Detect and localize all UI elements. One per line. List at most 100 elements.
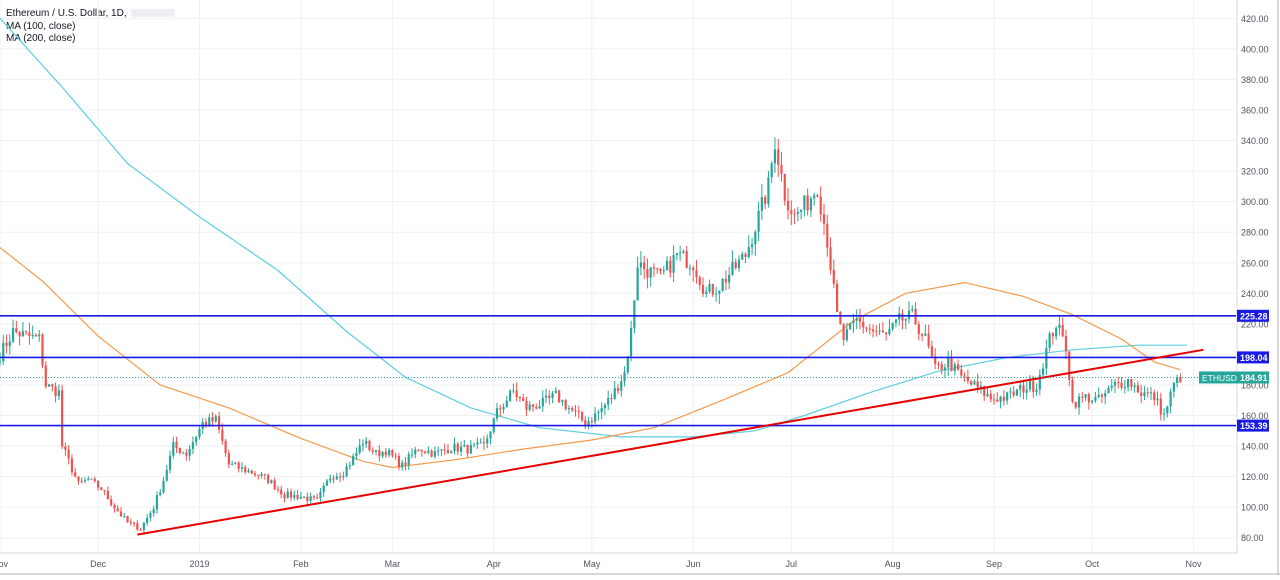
chart-legend: Ethereum / U.S. Dollar, 1D, MA (100, clo…	[6, 8, 175, 46]
candle-body	[482, 442, 486, 444]
ma100-line	[0, 247, 1181, 469]
candle-body	[11, 328, 15, 342]
candle-body	[983, 386, 986, 397]
candle-body	[90, 478, 93, 480]
candle-body	[1068, 351, 1071, 380]
candle-body	[18, 332, 21, 337]
candle-body	[777, 149, 780, 165]
candle-body	[2, 342, 5, 362]
candle-body	[649, 267, 652, 278]
y-tick-label: 400.00	[1241, 44, 1269, 54]
candle-body	[440, 449, 443, 451]
candle-body	[636, 267, 639, 301]
candle-body	[1061, 324, 1064, 337]
candle-body	[443, 449, 446, 451]
candle-body	[1048, 333, 1051, 348]
candle-body	[701, 285, 705, 294]
candle-body	[224, 440, 227, 454]
last-price-label: 184.91	[1240, 373, 1268, 383]
candle-body	[518, 397, 522, 399]
y-tick-label: 160.00	[1241, 411, 1269, 421]
candle-body	[80, 480, 83, 482]
candle-body	[437, 450, 440, 452]
level-price-label: 225.28	[1240, 311, 1268, 321]
candle-body	[652, 267, 656, 269]
candle-body	[767, 177, 770, 204]
y-tick-label: 240.00	[1241, 289, 1269, 299]
candle-body	[580, 412, 584, 421]
candle-body	[750, 244, 754, 248]
candle-body	[358, 445, 361, 453]
candle-body	[600, 407, 603, 413]
candle-body	[136, 523, 139, 530]
candle-body	[780, 164, 783, 174]
candle-body	[270, 480, 273, 483]
candle-body	[1169, 391, 1172, 407]
legend-ma200: MA (200, close)	[6, 33, 76, 44]
candle-body	[943, 367, 947, 370]
candle-body	[165, 469, 168, 481]
candle-body	[1081, 396, 1084, 398]
candle-body	[809, 198, 813, 211]
candle-body	[247, 470, 250, 473]
candle-body	[764, 197, 767, 204]
grid	[0, 0, 1236, 553]
candle-body	[70, 458, 74, 473]
candle-body	[1009, 391, 1012, 393]
candle-body	[672, 254, 675, 273]
candle-body	[473, 444, 476, 446]
candle-body	[940, 364, 943, 370]
candle-body	[1146, 392, 1149, 394]
candle-body	[152, 509, 155, 514]
candle-body	[714, 293, 718, 295]
candle-body	[404, 462, 407, 466]
candle-body	[384, 451, 387, 456]
candle-body	[286, 491, 289, 499]
candle-body	[231, 463, 234, 465]
candle-body	[852, 320, 855, 324]
candle-body	[338, 476, 342, 478]
candle-body	[845, 329, 848, 341]
candle-body	[695, 270, 698, 278]
candle-body	[1087, 394, 1090, 403]
legend-title-row: Ethereum / U.S. Dollar, 1D,	[6, 8, 175, 21]
candle-body	[1123, 387, 1126, 389]
candle-body	[535, 406, 538, 409]
candle-body	[306, 496, 309, 501]
candle-body	[361, 444, 365, 446]
candle-body	[633, 300, 636, 329]
candle-body	[875, 331, 878, 333]
candle-body	[623, 372, 626, 382]
candle-body	[280, 489, 283, 495]
candle-body	[8, 341, 11, 346]
candle-body	[793, 213, 796, 215]
candle-body	[41, 334, 44, 366]
candle-body	[1153, 392, 1156, 401]
candles	[0, 137, 1182, 534]
candle-body	[574, 410, 577, 412]
candle-body	[682, 250, 685, 253]
candle-body	[257, 474, 260, 476]
candle-body	[603, 404, 607, 408]
candle-body	[188, 448, 191, 456]
candle-body	[597, 412, 600, 414]
candle-body	[168, 455, 172, 470]
last-price-label-bg	[1237, 371, 1269, 384]
candle-body	[1136, 385, 1140, 393]
candle-body	[512, 390, 515, 392]
candle-body	[849, 323, 852, 330]
candle-body	[711, 284, 714, 295]
candle-body	[986, 393, 989, 397]
candle-body	[842, 323, 845, 341]
candle-body	[607, 398, 610, 405]
candle-body	[420, 449, 423, 452]
candle-body	[459, 446, 463, 452]
candle-body	[182, 452, 185, 454]
candle-body	[806, 195, 809, 211]
candle-body	[221, 429, 224, 441]
candle-body	[1130, 378, 1133, 387]
candle-body	[113, 505, 116, 509]
candle-body	[123, 515, 126, 517]
